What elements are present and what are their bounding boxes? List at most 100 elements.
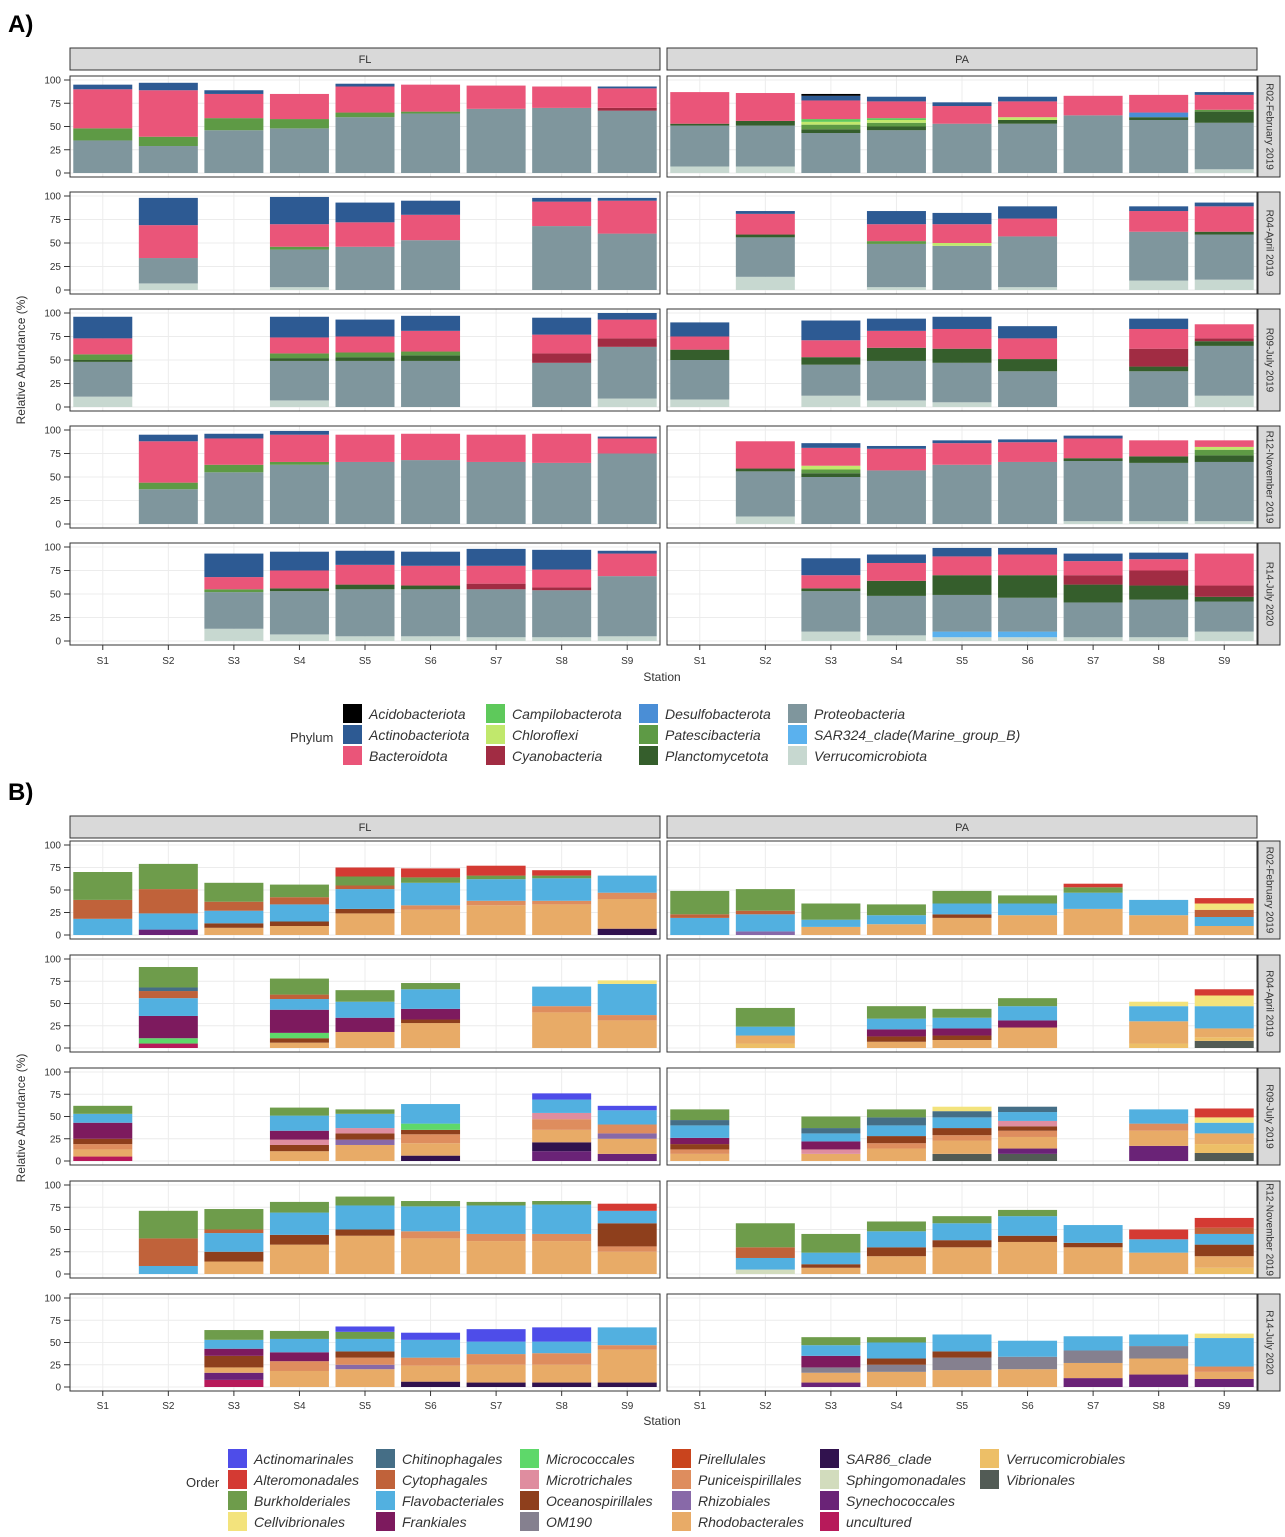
bar-segment: [401, 1201, 461, 1207]
bar-segment: [597, 550, 657, 554]
legend-item: Vibrionales: [1006, 1472, 1075, 1488]
bar-segment: [401, 1339, 461, 1358]
bar-segment: [998, 547, 1058, 555]
bar-segment: [1129, 1346, 1189, 1359]
facet-border: [666, 954, 1258, 1053]
y-tick-label: 25: [50, 1360, 62, 1371]
bar-segment: [204, 923, 264, 928]
bar-segment: [204, 433, 264, 439]
bar-segment: [597, 1020, 657, 1048]
y-tick-label: 0: [55, 169, 61, 180]
facet-border: [69, 1067, 661, 1166]
bar-segment: [1063, 461, 1123, 522]
bar-segment: [801, 124, 861, 130]
bar-segment: [532, 637, 592, 641]
bar-segment: [466, 1329, 526, 1342]
bar-segment: [466, 1341, 526, 1355]
facet-border: [69, 191, 661, 295]
facet-border: [69, 840, 661, 940]
bar-segment: [532, 1112, 592, 1120]
bar-segment: [932, 402, 992, 407]
bar-segment: [269, 360, 329, 401]
cruise-label: R02-February 2019: [1263, 847, 1274, 934]
bar-segment: [597, 338, 657, 347]
bar-segment: [401, 1357, 461, 1366]
bar-segment: [269, 1330, 329, 1339]
legend-swatch: [376, 1470, 395, 1489]
bar-segment: [1063, 438, 1123, 459]
cruise-strip: [1257, 542, 1281, 646]
bar-segment: [1129, 1123, 1189, 1131]
bar-segment: [866, 1148, 926, 1161]
bar-segment: [532, 1233, 592, 1242]
bar-segment: [866, 1364, 926, 1372]
bar-segment: [138, 82, 198, 91]
bar-segment: [932, 914, 992, 918]
bar-segment: [735, 1043, 795, 1048]
legend-item: Desulfobacterota: [665, 706, 771, 722]
bar-segment: [1129, 117, 1189, 120]
legend-swatch: [486, 725, 505, 744]
bar-segment: [801, 558, 861, 576]
bar-segment: [866, 1342, 926, 1359]
bar-segment: [335, 913, 395, 935]
x-tick-label: S5: [956, 1401, 969, 1412]
bar-segment: [1129, 1006, 1189, 1022]
bar-segment: [801, 919, 861, 927]
bar-segment: [1063, 458, 1123, 462]
bar-segment: [866, 554, 926, 563]
bar-segment: [335, 1351, 395, 1358]
bar-segment: [801, 1141, 861, 1150]
bar-segment: [670, 166, 730, 173]
bar-segment: [932, 316, 992, 329]
bar-segment: [73, 899, 133, 919]
bar-segment: [466, 1364, 526, 1383]
bar-segment: [335, 550, 395, 565]
bar-segment: [335, 86, 395, 113]
y-tick-label: 50: [50, 1112, 62, 1123]
bar-segment: [1194, 1366, 1254, 1372]
bar-segment: [335, 1144, 395, 1161]
y-tick-label: 50: [50, 356, 62, 367]
bar-segment: [335, 889, 395, 909]
bar-segment: [1063, 95, 1123, 116]
facet-border: [666, 840, 1258, 940]
y-tick-label: 75: [50, 215, 62, 226]
bar-segment: [532, 201, 592, 227]
bar-segment: [466, 1382, 526, 1387]
legend-item: Micrococcales: [546, 1451, 635, 1467]
legend-item: Alteromonadales: [253, 1472, 359, 1488]
bar-segment: [932, 1028, 992, 1036]
bar-segment: [866, 118, 926, 120]
legend-item: Cellvibrionales: [254, 1514, 345, 1530]
bar-segment: [401, 1231, 461, 1239]
bar-segment: [204, 553, 264, 578]
bar-segment: [866, 211, 926, 225]
bar-segment: [866, 904, 926, 916]
legend-item: Cyanobacteria: [512, 748, 602, 764]
bar-segment: [1129, 1334, 1189, 1347]
bar-segment: [204, 901, 264, 911]
bar-segment: [866, 119, 926, 123]
bar-segment: [1194, 279, 1254, 290]
bar-segment: [401, 113, 461, 173]
bar-segment: [138, 146, 198, 173]
x-tick-label: S9: [621, 1401, 634, 1412]
bar-segment: [735, 931, 795, 935]
bar-segment: [1063, 115, 1123, 173]
x-tick-label: S6: [1021, 1401, 1034, 1412]
bar-segment: [269, 884, 329, 898]
bar-segment: [532, 86, 592, 108]
bar-segment: [269, 1244, 329, 1274]
legend-swatch: [788, 704, 807, 723]
bar-segment: [73, 396, 133, 407]
bar-segment: [401, 1206, 461, 1232]
bar-segment: [466, 879, 526, 901]
x-tick-label: S8: [556, 1401, 569, 1412]
legend-item: Acidobacteriota: [368, 706, 466, 722]
bar-segment: [998, 101, 1058, 118]
bar-segment: [670, 92, 730, 124]
bar-segment: [1194, 446, 1254, 450]
bar-segment: [532, 353, 592, 363]
bar-segment: [866, 287, 926, 290]
